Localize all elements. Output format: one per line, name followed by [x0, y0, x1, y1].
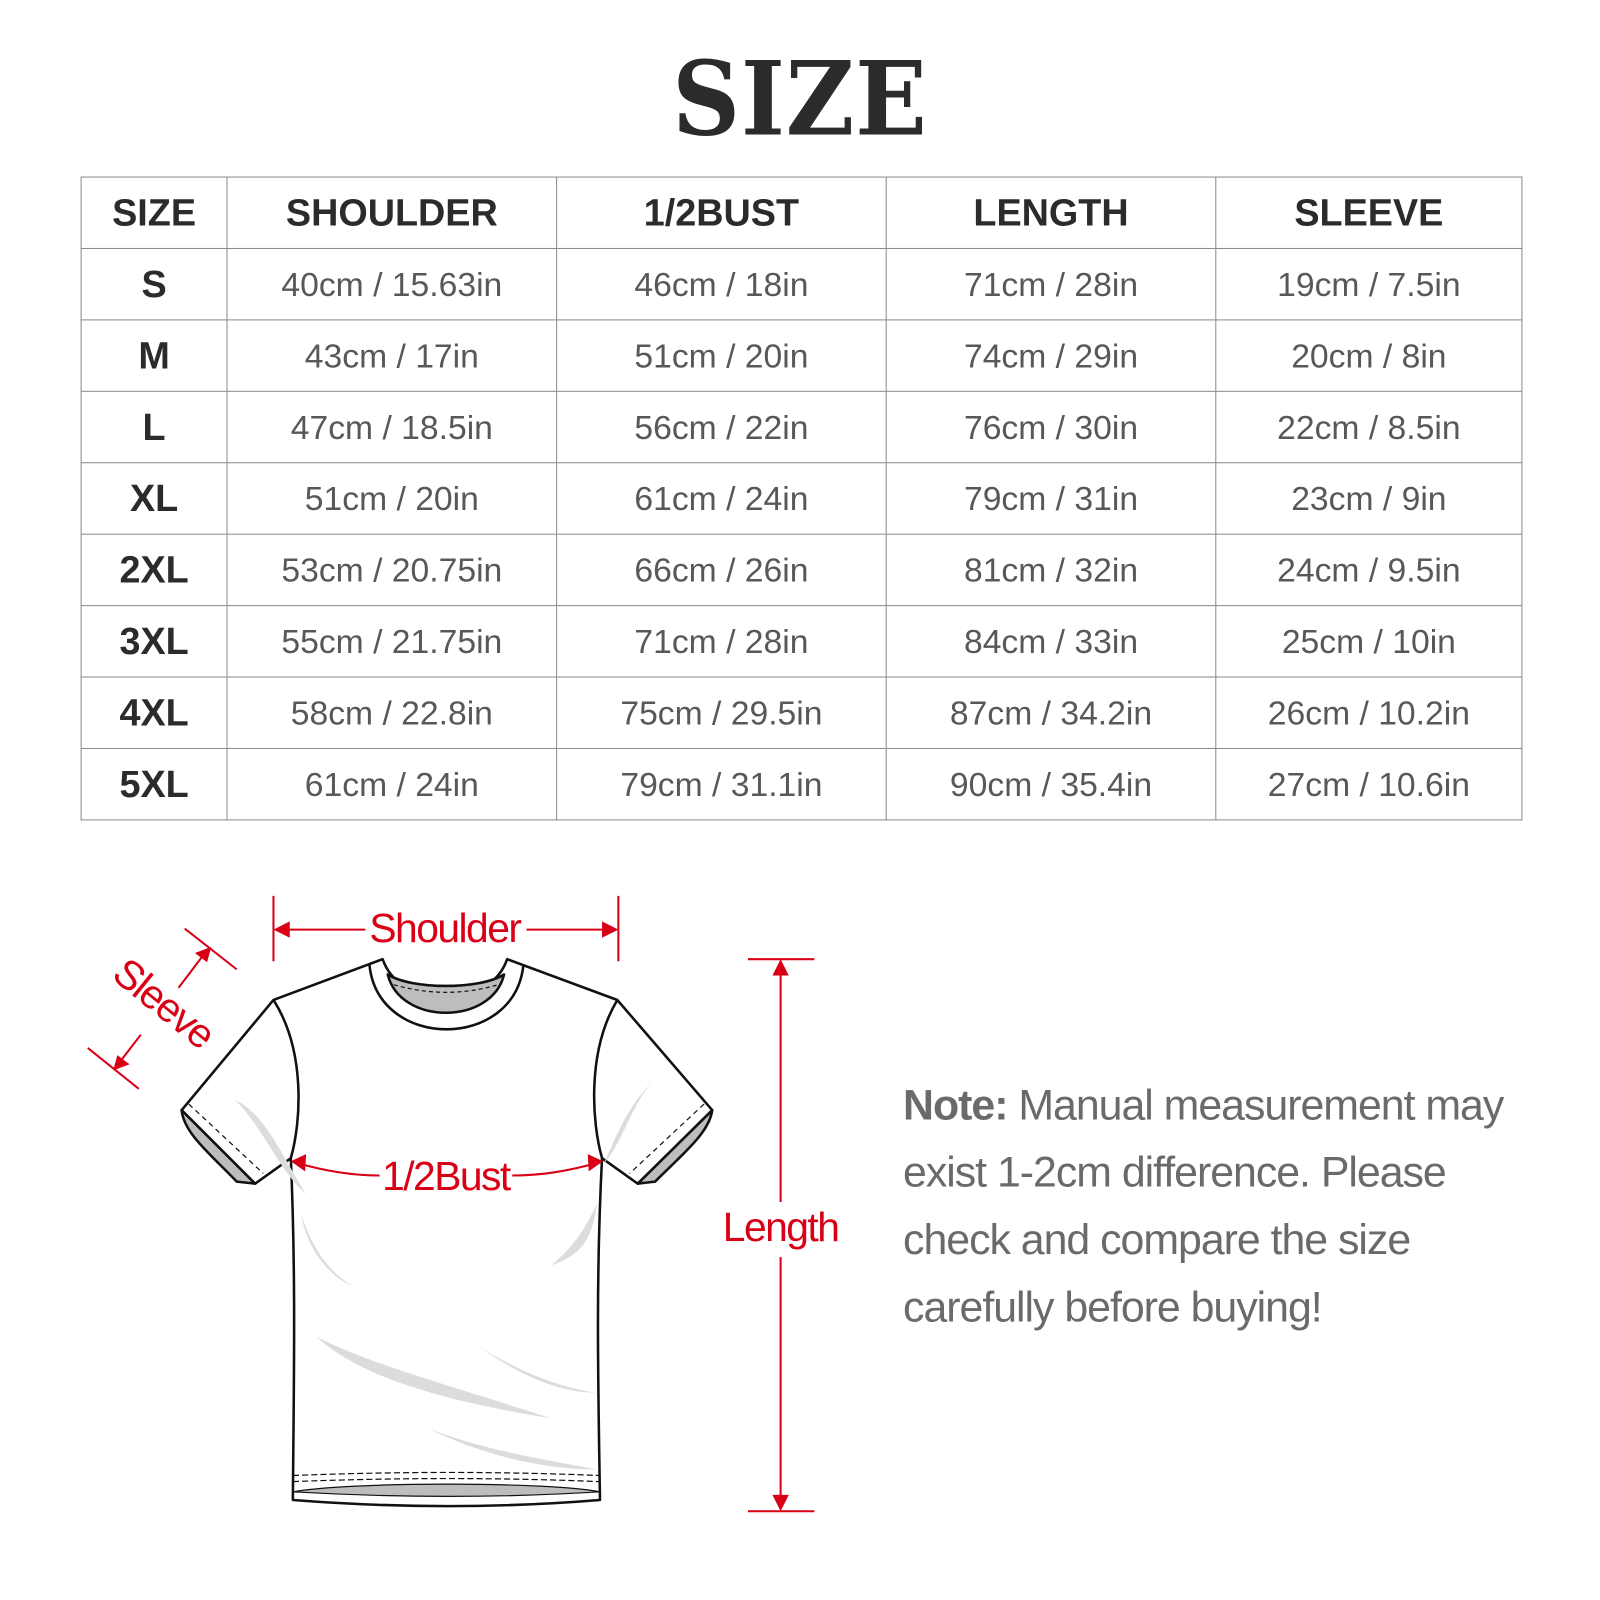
- size-cell: XL: [80, 462, 228, 535]
- measurement-cell: 75cm / 29.5in: [556, 676, 887, 749]
- measurement-cell: 25cm / 10in: [1215, 605, 1523, 678]
- size-cell: M: [80, 319, 228, 392]
- measurement-cell: 53cm / 20.75in: [226, 533, 558, 607]
- measurement-cell: 84cm / 33in: [885, 605, 1217, 678]
- measurement-cell: 51cm / 20in: [226, 462, 558, 535]
- bust-label: 1/2Bust: [382, 1153, 512, 1199]
- measurement-cell: 46cm / 18in: [556, 247, 887, 321]
- size-table: SIZE SHOULDER 1/2BUST LENGTH SLEEVE S 40cm / …: [80, 176, 1523, 821]
- measurement-cell: 76cm / 30in: [885, 390, 1217, 464]
- length-label: Length: [723, 1204, 839, 1250]
- size-cell: S: [80, 247, 228, 321]
- shoulder-measure: [272, 895, 620, 962]
- measurement-cell: 22cm / 8.5in: [1215, 390, 1523, 464]
- table-row: 3XL 55cm / 21.75in 71cm / 28in 84cm / 33in 2…: [80, 605, 1523, 678]
- table-row: L 47cm / 18.5in 56cm / 22in 76cm / 30in 22cm…: [80, 390, 1523, 464]
- measurement-cell: 26cm / 10.2in: [1215, 676, 1523, 749]
- measurement-cell: 61cm / 24in: [226, 747, 558, 821]
- size-cell: L: [80, 390, 228, 464]
- size-cell: 4XL: [80, 676, 228, 749]
- measurement-cell: 74cm / 29in: [885, 319, 1217, 392]
- length-measure: [747, 958, 815, 1513]
- measurement-cell: 71cm / 28in: [556, 605, 887, 678]
- measurement-cell: 58cm / 22.8in: [226, 676, 558, 749]
- measurement-cell: 43cm / 17in: [226, 319, 558, 392]
- measurement-cell: 27cm / 10.6in: [1215, 747, 1523, 821]
- measurement-cell: 24cm / 9.5in: [1215, 533, 1523, 607]
- table-row: S 40cm / 15.63in 46cm / 18in 71cm / 28in 19c…: [80, 247, 1523, 321]
- measurement-cell: 71cm / 28in: [885, 247, 1217, 321]
- measurement-cell: 19cm / 7.5in: [1215, 247, 1523, 321]
- measurement-cell: 40cm / 15.63in: [226, 247, 558, 321]
- table-row: 4XL 58cm / 22.8in 75cm / 29.5in 87cm / 34.2…: [80, 676, 1523, 749]
- measurement-cell: 90cm / 35.4in: [885, 747, 1217, 821]
- column-header: LENGTH: [885, 176, 1217, 249]
- measurement-cell: 56cm / 22in: [556, 390, 887, 464]
- table-header-row: SIZE SHOULDER 1/2BUST LENGTH SLEEVE: [80, 176, 1523, 249]
- shoulder-label: Shoulder: [369, 905, 521, 951]
- tshirt-icon: [180, 957, 714, 1508]
- table-row: 5XL 61cm / 24in 79cm / 31.1in 90cm / 35.4in…: [80, 747, 1523, 821]
- measurement-cell: 81cm / 32in: [885, 533, 1217, 607]
- measurement-cell: 61cm / 24in: [556, 462, 887, 535]
- sleeve-measure: [87, 927, 238, 1090]
- table-row: 2XL 53cm / 20.75in 66cm / 26in 81cm / 32in 2…: [80, 533, 1523, 607]
- measurement-cell: 55cm / 21.75in: [226, 605, 558, 678]
- table-row: M 43cm / 17in 51cm / 20in 74cm / 29in 20cm /…: [80, 319, 1523, 392]
- measurement-cell: 20cm / 8in: [1215, 319, 1523, 392]
- column-header: 1/2BUST: [556, 176, 887, 249]
- measurement-cell: 66cm / 26in: [556, 533, 887, 607]
- note-text: Manual measurement may exist 1-2cm diffe…: [903, 1080, 1504, 1331]
- measurement-cell: 79cm / 31.1in: [556, 747, 887, 821]
- column-header: SLEEVE: [1215, 176, 1523, 249]
- size-cell: 5XL: [80, 747, 228, 821]
- column-header: SIZE: [80, 176, 228, 249]
- sleeve-label: Sleeve: [105, 949, 224, 1057]
- note-label: Note:: [903, 1080, 1008, 1129]
- page-title: SIZE: [672, 38, 928, 160]
- measurement-cell: 23cm / 9in: [1215, 462, 1523, 535]
- size-cell: 3XL: [80, 605, 228, 678]
- table-row: XL 51cm / 20in 61cm / 24in 79cm / 31in 23cm …: [80, 462, 1523, 535]
- measurement-cell: 51cm / 20in: [556, 319, 887, 392]
- bust-measure: [290, 1154, 604, 1177]
- note: Note: Manual measurement may exist 1-2cm…: [903, 1071, 1556, 1340]
